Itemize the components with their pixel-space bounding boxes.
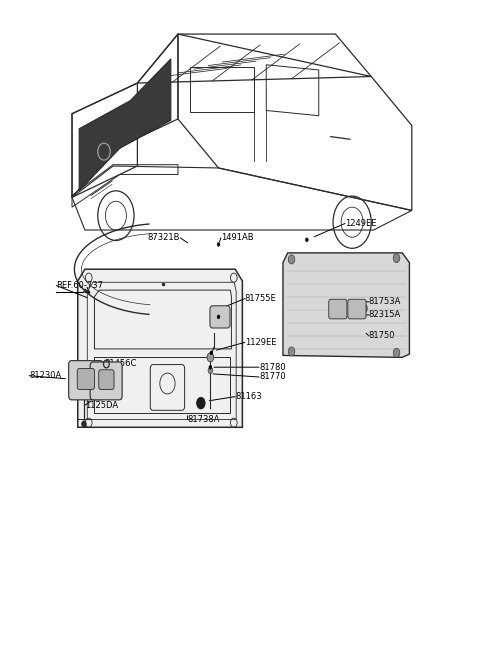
FancyBboxPatch shape (90, 362, 122, 400)
Text: 82315A: 82315A (369, 310, 401, 319)
Circle shape (207, 353, 214, 362)
Circle shape (393, 348, 400, 358)
FancyBboxPatch shape (99, 370, 114, 390)
Circle shape (330, 304, 336, 313)
FancyBboxPatch shape (210, 306, 230, 328)
Polygon shape (78, 269, 242, 427)
Text: 1249EE: 1249EE (345, 219, 376, 228)
Circle shape (361, 304, 367, 313)
Text: 81753A: 81753A (369, 297, 401, 306)
Text: 81750: 81750 (369, 331, 396, 340)
Text: 81755E: 81755E (245, 294, 276, 303)
Circle shape (208, 367, 213, 374)
Text: 1125DA: 1125DA (85, 401, 118, 409)
Text: REF.60-737: REF.60-737 (56, 281, 103, 290)
Text: 81770: 81770 (259, 373, 286, 382)
Text: 1129EE: 1129EE (245, 338, 276, 347)
Polygon shape (283, 253, 409, 358)
Text: 81456C: 81456C (104, 359, 136, 369)
Circle shape (217, 315, 220, 319)
Circle shape (288, 255, 295, 264)
Text: 81230A: 81230A (29, 371, 61, 380)
Text: 81780: 81780 (259, 363, 286, 372)
FancyBboxPatch shape (77, 369, 95, 390)
Circle shape (305, 238, 308, 242)
Circle shape (288, 347, 295, 356)
Circle shape (217, 243, 220, 247)
Text: 81738A: 81738A (188, 415, 220, 424)
Text: 1491AB: 1491AB (221, 234, 253, 242)
Circle shape (209, 365, 212, 369)
Circle shape (210, 351, 213, 355)
Text: 81210A: 81210A (80, 390, 112, 399)
FancyBboxPatch shape (329, 299, 347, 319)
FancyBboxPatch shape (348, 299, 366, 319)
Polygon shape (79, 59, 171, 191)
Circle shape (82, 420, 86, 427)
Text: 81163: 81163 (235, 392, 262, 401)
Circle shape (393, 253, 400, 262)
FancyBboxPatch shape (69, 361, 103, 400)
Text: 87321B: 87321B (148, 234, 180, 242)
Circle shape (197, 398, 205, 409)
